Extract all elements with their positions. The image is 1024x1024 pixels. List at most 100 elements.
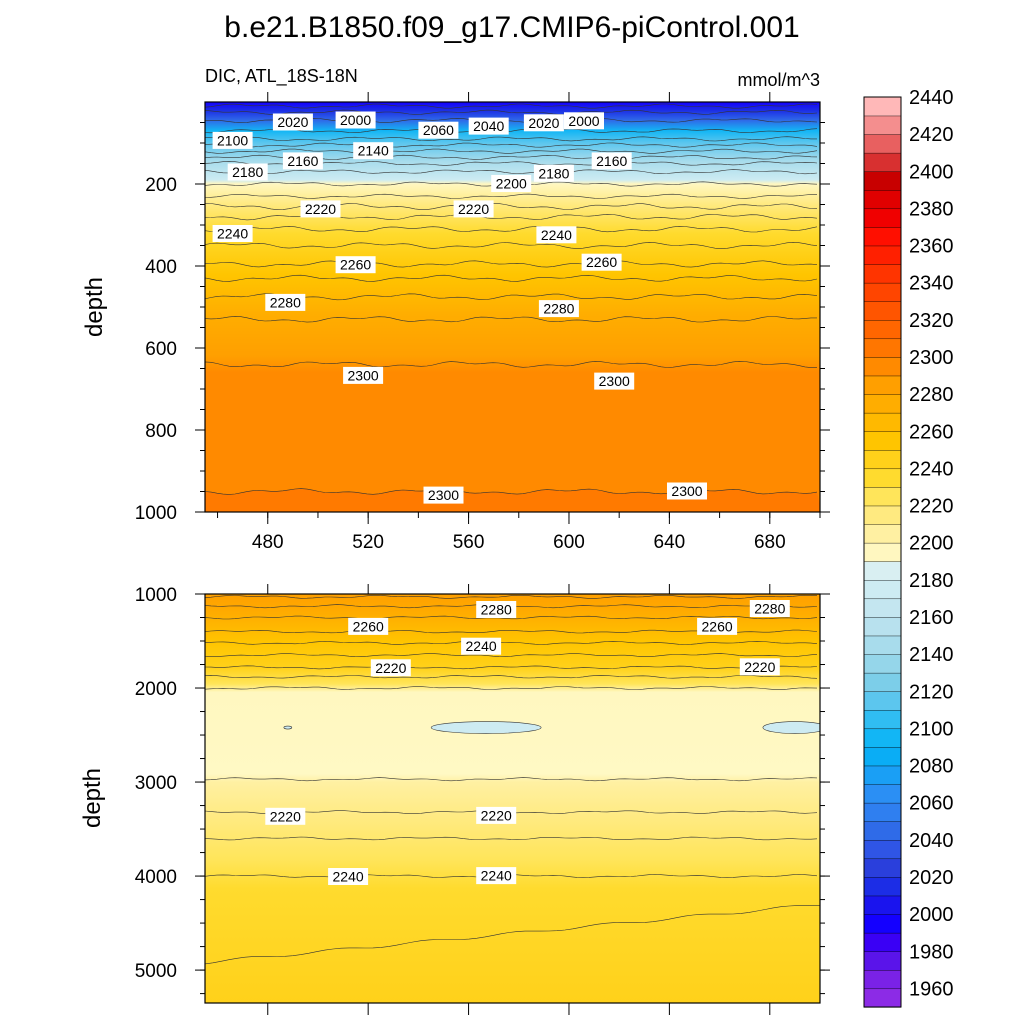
upper-contour-label-bg <box>272 113 313 131</box>
upper-contour-label-text: 2300 <box>428 487 459 503</box>
upper-y-tick-label: 1000 <box>135 503 177 524</box>
colorbar-box <box>863 431 902 451</box>
upper-x-tick-label: 640 <box>654 532 686 553</box>
lower-contour-label: 2280 <box>749 600 790 617</box>
upper-contour-label-bg <box>536 226 577 244</box>
lower-contour-label: 2240 <box>461 637 502 655</box>
upper-contour-label: 2280 <box>265 293 306 311</box>
lower-y-tick-label: 4000 <box>135 867 177 888</box>
colorbar-box <box>863 839 902 860</box>
upper-contour-label-text: 2040 <box>473 118 504 134</box>
upper-isoline-2100 <box>205 142 818 148</box>
lower-isoline-2210 <box>205 777 818 782</box>
upper-contour-label-bg <box>335 111 376 129</box>
lower-contour-label-text: 2260 <box>353 618 384 634</box>
lower-contour-label-bg <box>476 601 517 618</box>
colorbar-label: 2400 <box>909 161 954 183</box>
upper-contour-label-bg <box>282 152 323 170</box>
upper-contour-label-text: 2240 <box>217 226 248 242</box>
colorbar-box <box>863 951 902 971</box>
colorbar-box <box>863 653 902 674</box>
upper-contour-label: 2220 <box>453 200 494 218</box>
upper-contour-label-bg <box>300 200 341 218</box>
upper-y-tick-label: 800 <box>145 421 177 442</box>
upper-contour-label: 2160 <box>282 152 323 170</box>
lower-contour-label: 2260 <box>348 617 389 635</box>
colorbar-box <box>863 895 902 915</box>
upper-panel: 2020 2000 2060 2040 2020 2000 2100 2160 2140 2180… <box>81 92 830 553</box>
upper-isoline-2250 <box>205 241 818 250</box>
upper-contour-label-bg <box>212 131 253 149</box>
lower-isoline-2230 <box>205 836 818 841</box>
upper-deep-band <box>205 488 820 512</box>
upper-contour-label-text: 2180 <box>232 164 263 180</box>
lower-contour-label-text: 2240 <box>481 868 512 884</box>
colorbar-box <box>863 802 902 822</box>
colorbar-box <box>863 245 902 265</box>
colorbar: 1960 1980 2000 2020 2040 2060 2080 2100 2120 2140… <box>863 87 954 1008</box>
lower-y-tick-label: 2000 <box>135 679 177 700</box>
lower-panel: 2280 2280 2260 2260 2240 2220 2220 2220 2220 2240… <box>79 584 830 1015</box>
colorbar-label: 2120 <box>909 681 954 703</box>
colorbar-label: 2300 <box>909 347 954 369</box>
colorbar-label: 2220 <box>909 496 954 518</box>
lower-isoline-2220 <box>205 686 818 690</box>
lower-contour-label-bg <box>328 868 369 885</box>
lower-contour-label-bg <box>476 867 517 885</box>
lower-contour-label: 2220 <box>739 658 780 676</box>
upper-contour-label-text: 2000 <box>340 112 371 128</box>
colorbar-box <box>863 932 902 952</box>
lower-y-tick-label: 5000 <box>135 961 177 982</box>
upper-contour-label-bg <box>227 163 268 181</box>
lower-isoline-2260 <box>205 640 818 645</box>
lower-contour-label: 2280 <box>476 601 517 618</box>
lower-contour-label-text: 2220 <box>270 808 301 824</box>
upper-contour-label-text: 2200 <box>496 176 527 192</box>
upper-contour-label: 2160 <box>591 152 632 170</box>
colorbar-box <box>863 449 902 470</box>
colorbar-box <box>863 746 902 767</box>
colorbar-label: 2060 <box>909 793 954 815</box>
lower-contour-label-bg <box>265 807 306 825</box>
lower-contour-label-bg <box>476 806 517 824</box>
upper-contour-label-text: 2060 <box>423 122 454 138</box>
colorbar-label: 2320 <box>909 310 954 332</box>
colorbar-box <box>863 728 902 748</box>
colorbar-box <box>863 709 902 730</box>
lower-contour-label: 2220 <box>476 806 517 824</box>
lower-contour-label-text: 2220 <box>375 660 406 676</box>
colorbar-box <box>863 468 902 488</box>
left-string: DIC, ATL_18S-18N <box>205 66 358 87</box>
upper-isoline-2120 <box>205 148 818 154</box>
lower-contour-label-text: 2240 <box>333 869 364 885</box>
lower-contour-label-text: 2240 <box>466 638 497 654</box>
upper-isoline-2290 <box>205 316 817 323</box>
lower-patch-below-2200 <box>762 721 820 734</box>
units-string: mmol/m^3 <box>738 70 820 90</box>
colorbar-box <box>863 412 902 432</box>
upper-contour-label: 2040 <box>468 117 509 135</box>
upper-x-tick-label: 680 <box>754 532 786 553</box>
lower-contour-label-text: 2280 <box>754 601 785 617</box>
colorbar-box <box>863 301 902 321</box>
colorbar-label: 2240 <box>909 458 954 480</box>
upper-x-tick-label: 520 <box>352 532 384 553</box>
upper-contour-label: 2020 <box>523 114 564 132</box>
upper-contour-label-text: 2160 <box>287 153 318 169</box>
lower-y-tick-label: 3000 <box>135 773 177 794</box>
colorbar-label: 2200 <box>909 533 954 555</box>
colorbar-label: 2340 <box>909 273 954 295</box>
upper-contour-label-text: 2000 <box>568 113 599 129</box>
upper-contour-label: 2300 <box>667 482 707 500</box>
upper-isoline-2080 <box>205 136 817 142</box>
colorbar-box <box>863 282 902 302</box>
lower-isoline-2300 <box>205 595 818 599</box>
colorbar-box <box>863 876 902 897</box>
upper-isoline-2270 <box>205 274 818 282</box>
upper-isoline-2180 <box>205 169 818 175</box>
upper-contour-label-bg <box>265 293 306 311</box>
lower-contour-label-bg <box>697 617 738 635</box>
colorbar-box <box>863 616 902 637</box>
colorbar-box <box>863 319 902 340</box>
upper-contour-label-bg <box>353 142 394 160</box>
